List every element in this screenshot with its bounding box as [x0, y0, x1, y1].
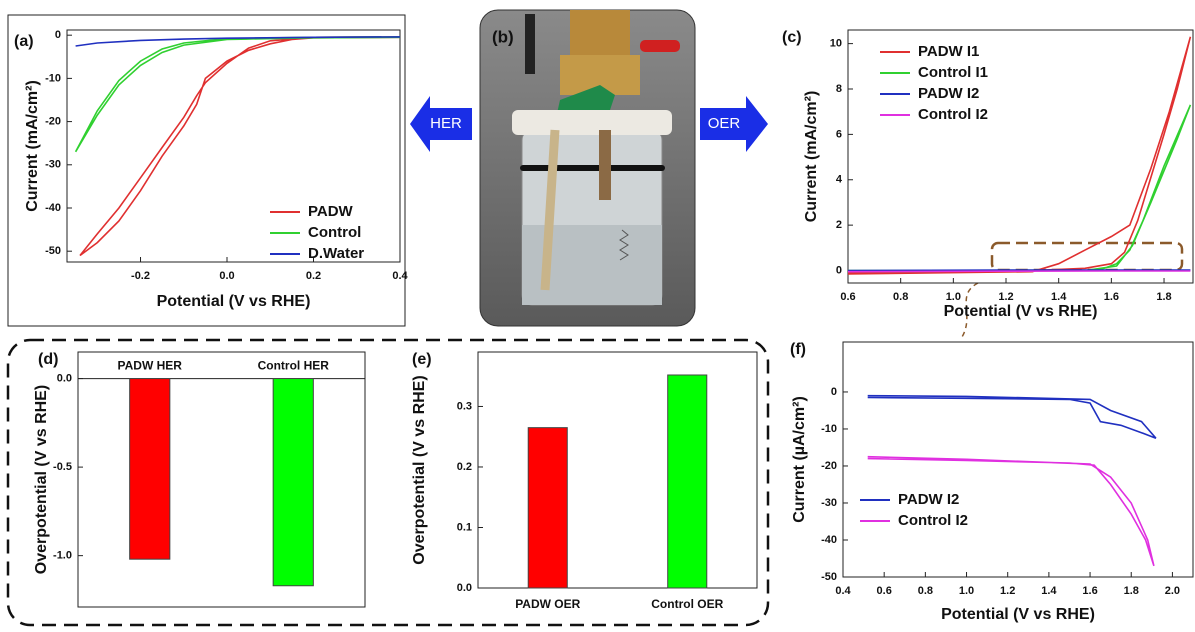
- legend-label: Control I1: [918, 64, 988, 81]
- group-frame: [8, 340, 768, 625]
- legend-label: PADW: [308, 203, 354, 220]
- legend-label: PADW I1: [918, 43, 979, 60]
- x-tick-label: 0.0: [219, 270, 234, 282]
- x-tick-label: 1.4: [1041, 585, 1057, 597]
- x-tick-label: -0.2: [131, 270, 150, 282]
- category-label: Control OER: [651, 597, 723, 611]
- y-tick-label: 0.1: [457, 521, 472, 533]
- panel-frame: [8, 15, 405, 326]
- category-label: Control HER: [258, 359, 330, 373]
- y-tick-label: 2: [836, 219, 842, 231]
- series-line: [848, 105, 1190, 272]
- y-tick-label: -40: [821, 534, 837, 546]
- x-tick-label: 1.6: [1082, 585, 1097, 597]
- legend-label: PADW I2: [918, 85, 979, 102]
- y-tick-label: -50: [821, 571, 837, 583]
- series-line: [868, 396, 1156, 439]
- y-tick-label: -10: [45, 72, 61, 84]
- figure: (b) HER OER (a) Current (mA/cm²) Potential…: [0, 0, 1195, 627]
- page: { "arrows": ["HER", "OER"], "photo": {"p…: [0, 0, 1195, 627]
- x-tick-label: 0.8: [918, 585, 933, 597]
- series-line: [76, 37, 400, 152]
- x-tick-label: 0.4: [835, 585, 851, 597]
- series-line: [80, 37, 400, 256]
- y-tick-label: 10: [830, 38, 842, 50]
- arrow-label: OER: [708, 115, 741, 132]
- x-tick-label: 1.4: [1051, 291, 1067, 303]
- y-axis-label: Overpotential (V vs RHE): [33, 385, 50, 574]
- y-tick-label: -10: [821, 423, 837, 435]
- y-tick-label: -50: [45, 245, 61, 257]
- y-tick-label: 0: [831, 386, 837, 398]
- panel-label: (f): [790, 341, 806, 358]
- x-tick-label: 0.8: [893, 291, 908, 303]
- plot-frame: [78, 352, 365, 607]
- legend-label: Control I2: [898, 512, 968, 529]
- x-tick-label: 1.6: [1104, 291, 1119, 303]
- x-tick-label: 1.8: [1156, 291, 1171, 303]
- arrow-label: HER: [430, 115, 462, 132]
- bar: [130, 379, 170, 560]
- x-tick-label: 1.2: [1000, 585, 1015, 597]
- panel-label: (e): [412, 351, 432, 368]
- y-tick-label: 4: [836, 174, 843, 186]
- x-tick-label: 0.4: [392, 270, 408, 282]
- panel-label: (b): [492, 27, 514, 46]
- x-tick-label: 1.8: [1124, 585, 1139, 597]
- x-axis-label: Potential (V vs RHE): [941, 606, 1095, 623]
- plot-frame: [848, 30, 1193, 283]
- category-label: PADW OER: [515, 597, 580, 611]
- x-tick-label: 0.6: [877, 585, 892, 597]
- y-tick-label: -40: [45, 202, 61, 214]
- bar: [528, 428, 567, 588]
- x-tick-label: 2.0: [1165, 585, 1180, 597]
- x-axis-label: Potential (V vs RHE): [157, 293, 311, 310]
- x-tick-label: 1.2: [998, 291, 1013, 303]
- x-tick-label: 1.0: [946, 291, 961, 303]
- legend-label: Control I2: [918, 106, 988, 123]
- legend-label: Control: [308, 224, 361, 241]
- x-axis-label: Potential (V vs RHE): [944, 303, 1098, 320]
- bar: [273, 379, 313, 586]
- panel-label: (c): [782, 29, 802, 46]
- photo: (b): [480, 10, 695, 326]
- y-tick-label: -30: [821, 497, 837, 509]
- y-tick-label: 0: [55, 29, 61, 41]
- x-tick-label: 0.6: [840, 291, 855, 303]
- y-axis-label: Current (mA/cm²): [803, 91, 820, 223]
- legend-label: D.Water: [308, 245, 364, 262]
- legend-label: PADW I2: [898, 491, 959, 508]
- y-tick-label: 0.0: [457, 582, 472, 594]
- y-tick-label: -1.0: [53, 550, 72, 562]
- panel-label: (d): [38, 351, 58, 368]
- y-axis-label: Current (µA/cm²): [791, 396, 808, 523]
- y-tick-label: 0.2: [457, 461, 472, 473]
- y-tick-label: -20: [45, 115, 61, 127]
- x-tick-label: 0.2: [306, 270, 321, 282]
- y-tick-label: 0.0: [57, 372, 72, 384]
- panel-label: (a): [14, 33, 34, 50]
- y-axis-label: Current (mA/cm²): [24, 80, 41, 212]
- y-tick-label: -30: [45, 159, 61, 171]
- y-tick-label: 0: [836, 264, 842, 276]
- y-tick-label: 6: [836, 128, 842, 140]
- category-label: PADW HER: [118, 359, 183, 373]
- y-tick-label: 8: [836, 83, 842, 95]
- plot-frame: [478, 352, 757, 588]
- y-axis-label: Overpotential (V vs RHE): [411, 375, 428, 564]
- bar: [668, 375, 707, 588]
- y-tick-label: -0.5: [53, 461, 72, 473]
- y-tick-label: -20: [821, 460, 837, 472]
- zoom-box: [992, 243, 1182, 270]
- x-tick-label: 1.0: [959, 585, 974, 597]
- series-line: [848, 271, 1190, 272]
- y-tick-label: 0.3: [457, 400, 472, 412]
